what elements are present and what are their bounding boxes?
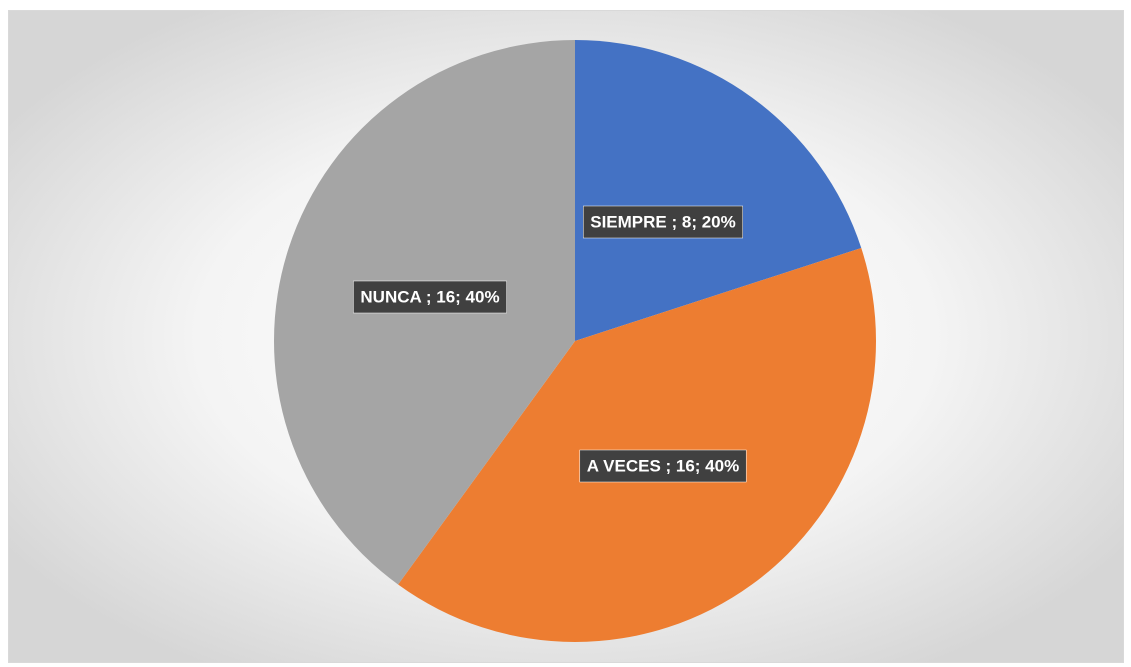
data-label-box (583, 205, 743, 239)
pie-slice (398, 247, 876, 642)
data-label: A VECES ; 16; 40% (587, 456, 739, 475)
data-label: NUNCA ; 16; 40% (360, 287, 499, 306)
data-label: SIEMPRE ; 8; 20% (590, 212, 736, 231)
pie-slice (575, 40, 862, 341)
data-label-box (353, 280, 507, 314)
data-label-box (579, 449, 747, 483)
